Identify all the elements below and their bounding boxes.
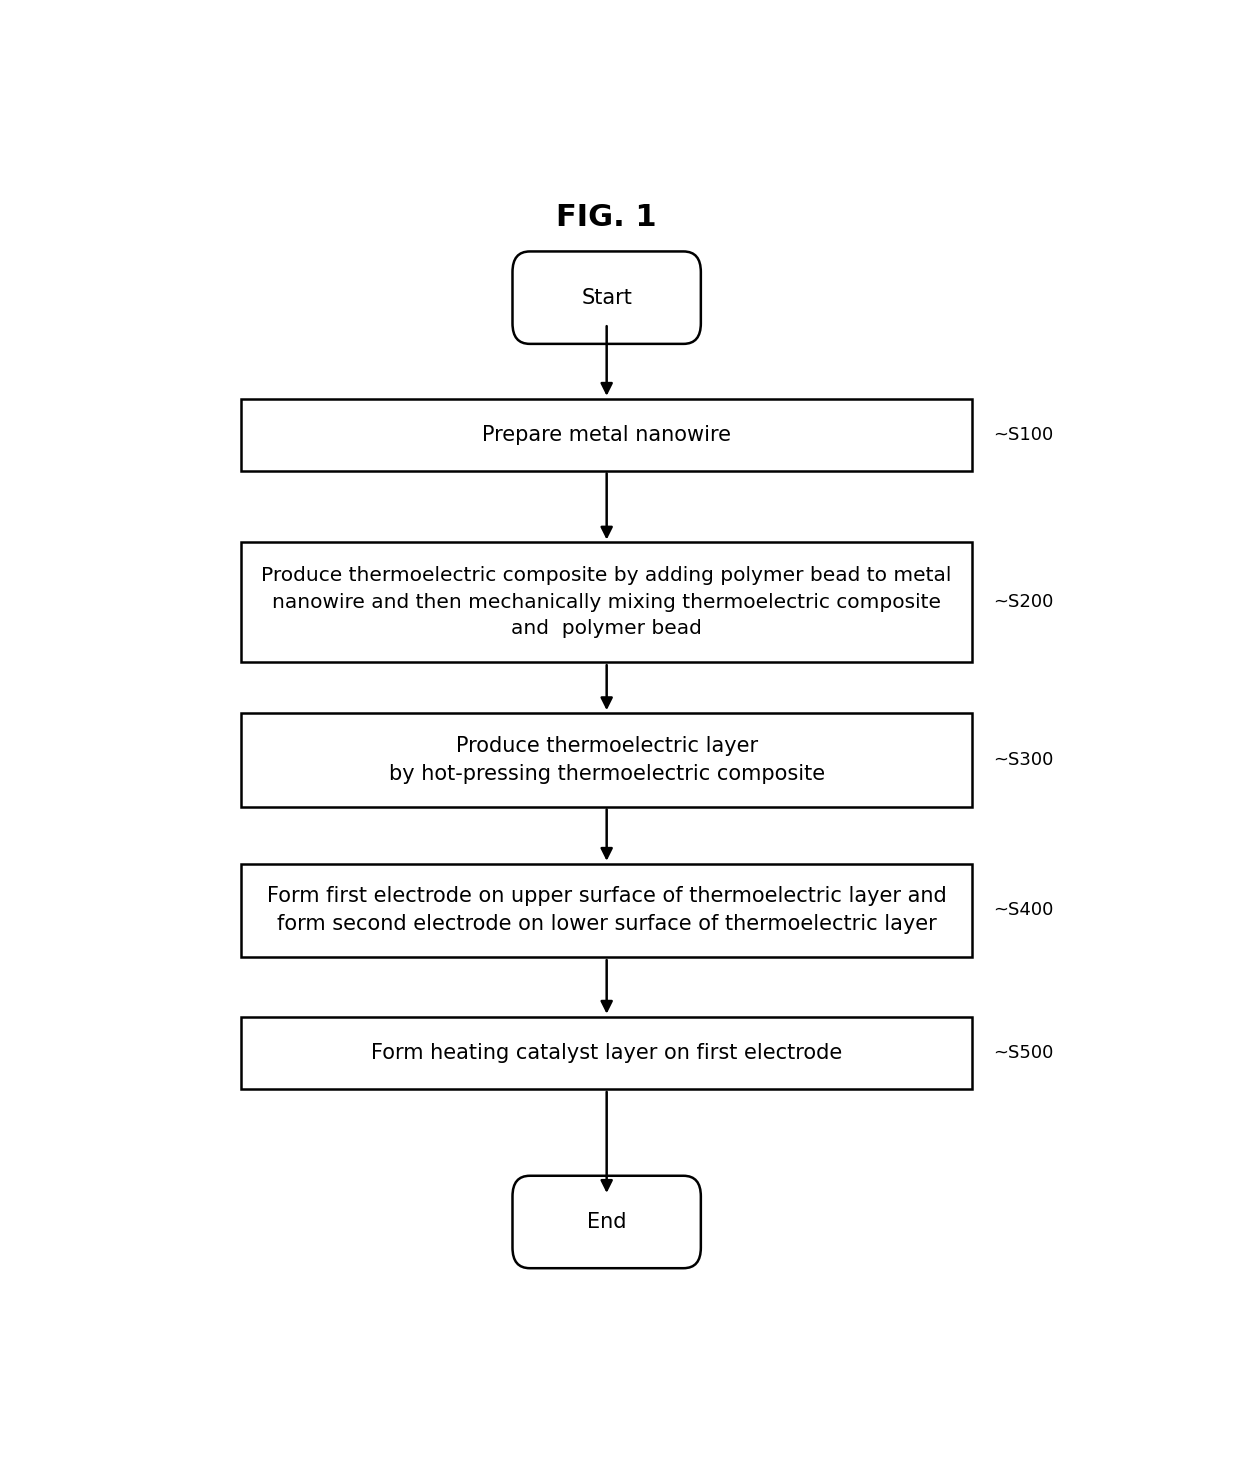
- Text: Start: Start: [582, 288, 632, 308]
- Text: Form heating catalyst layer on first electrode: Form heating catalyst layer on first ele…: [371, 1043, 842, 1063]
- FancyBboxPatch shape: [242, 1017, 972, 1089]
- Text: ~S300: ~S300: [993, 751, 1053, 769]
- Text: Prepare metal nanowire: Prepare metal nanowire: [482, 425, 732, 445]
- Text: ~S200: ~S200: [993, 593, 1053, 612]
- FancyBboxPatch shape: [242, 542, 972, 662]
- Text: ~S400: ~S400: [993, 901, 1053, 919]
- FancyBboxPatch shape: [242, 713, 972, 806]
- Text: Produce thermoelectric layer
by hot-pressing thermoelectric composite: Produce thermoelectric layer by hot-pres…: [388, 737, 825, 784]
- FancyBboxPatch shape: [512, 1175, 701, 1269]
- Text: ~S500: ~S500: [993, 1045, 1053, 1063]
- FancyBboxPatch shape: [242, 399, 972, 471]
- Text: Form first electrode on upper surface of thermoelectric layer and
form second el: Form first electrode on upper surface of…: [267, 886, 946, 935]
- Text: FIG. 1: FIG. 1: [557, 203, 657, 233]
- FancyBboxPatch shape: [512, 252, 701, 344]
- Text: Produce thermoelectric composite by adding polymer bead to metal
nanowire and th: Produce thermoelectric composite by addi…: [262, 566, 952, 639]
- Text: ~S100: ~S100: [993, 425, 1053, 443]
- Text: End: End: [587, 1212, 626, 1232]
- FancyBboxPatch shape: [242, 864, 972, 957]
